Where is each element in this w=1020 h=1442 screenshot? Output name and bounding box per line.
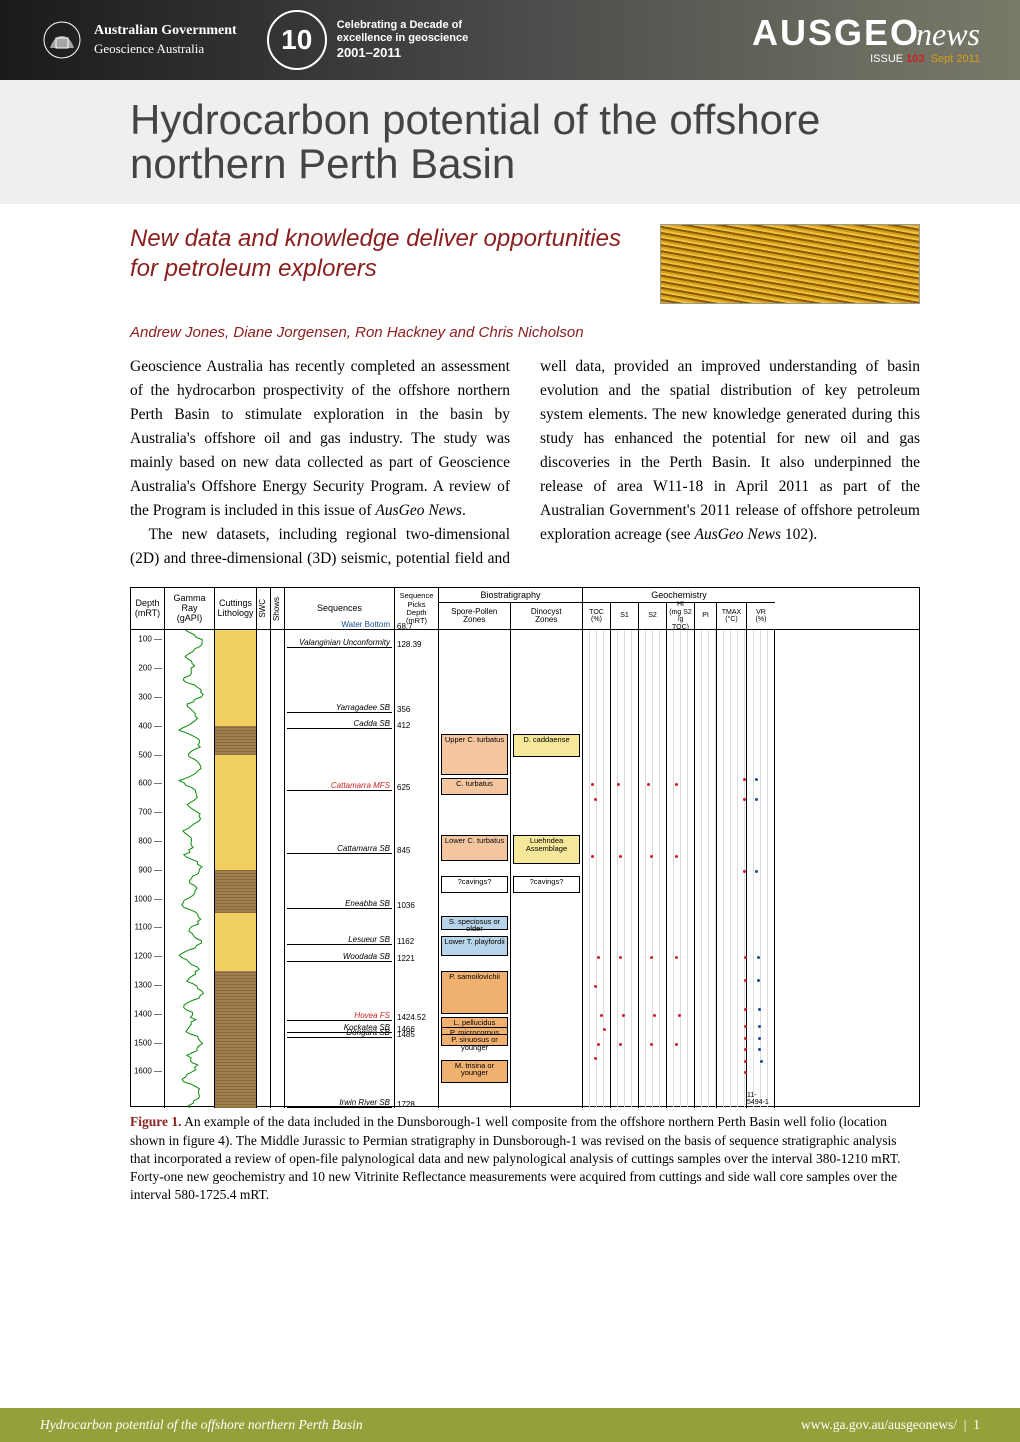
figure-1: Depth(mRT)GammaRay(gAPI)CuttingsLitholog… (130, 587, 920, 1204)
coat-of-arms-icon (40, 18, 84, 62)
subtitle-row: New data and knowledge deliver opportuni… (130, 224, 920, 304)
issue-label: ISSUE (870, 53, 903, 65)
government-block: Australian Government Geoscience Austral… (40, 18, 237, 62)
p2-end: 102). (781, 526, 817, 543)
footer-page-number: 1 (973, 1417, 980, 1432)
masthead: AUSGEOnews ISSUE 103 Sept 2011 (752, 16, 980, 65)
masthead-issue: ISSUE 103 Sept 2011 (752, 53, 980, 65)
agency-name: Geoscience Australia (94, 41, 237, 58)
decade-line2: excellence in geoscience (337, 32, 468, 45)
page-footer: Hydrocarbon potential of the offshore no… (0, 1408, 1020, 1442)
article-title: Hydrocarbon potential of the offshore no… (130, 98, 980, 186)
body-text: Geoscience Australia has recently comple… (130, 355, 920, 571)
footer-url: www.ga.gov.au/ausgeonews/ (801, 1417, 957, 1432)
p1-text: Geoscience Australia has recently comple… (130, 358, 510, 519)
footer-right: www.ga.gov.au/ausgeonews/ | 1 (801, 1417, 980, 1433)
paragraph-1: Geoscience Australia has recently comple… (130, 355, 510, 523)
caption-label: Figure 1. (130, 1114, 182, 1129)
authors: Andrew Jones, Diane Jorgensen, Ron Hackn… (130, 324, 920, 341)
footer-title: Hydrocarbon potential of the offshore no… (40, 1417, 363, 1433)
government-name: Australian Government (94, 22, 237, 40)
masthead-title: AUSGEO (752, 12, 920, 53)
chart-header-row: Depth(mRT)GammaRay(gAPI)CuttingsLitholog… (131, 588, 919, 630)
p2-emphasis: AusGeo News (694, 526, 781, 543)
decade-years: 2001–2011 (337, 45, 468, 61)
decade-number: 10 (281, 24, 312, 56)
issue-date: Sept 2011 (931, 53, 980, 65)
page: Australian Government Geoscience Austral… (0, 0, 1020, 1442)
title-band: Hydrocarbon potential of the offshore no… (0, 80, 1020, 204)
article-subtitle: New data and knowledge deliver opportuni… (130, 224, 640, 284)
decade-text: Celebrating a Decade of excellence in ge… (337, 19, 468, 61)
well-composite-chart: Depth(mRT)GammaRay(gAPI)CuttingsLitholog… (130, 587, 920, 1107)
caption-text: An example of the data included in the D… (130, 1114, 900, 1202)
header-band: Australian Government Geoscience Austral… (0, 0, 1020, 80)
figure-caption: Figure 1. An example of the data include… (130, 1113, 920, 1204)
chart-body: 100 —200 —300 —400 —500 —600 —700 —800 —… (131, 630, 919, 1108)
decade-line1: Celebrating a Decade of (337, 19, 468, 32)
p1-emphasis: AusGeo News (375, 502, 462, 519)
p1-end: . (462, 502, 466, 519)
masthead-script: news (916, 16, 980, 52)
seismic-thumbnail (660, 224, 920, 304)
government-text: Australian Government Geoscience Austral… (94, 22, 237, 57)
decade-badge: 10 (267, 10, 327, 70)
issue-number: 103 (906, 53, 924, 65)
article-body: New data and knowledge deliver opportuni… (0, 204, 1020, 1204)
